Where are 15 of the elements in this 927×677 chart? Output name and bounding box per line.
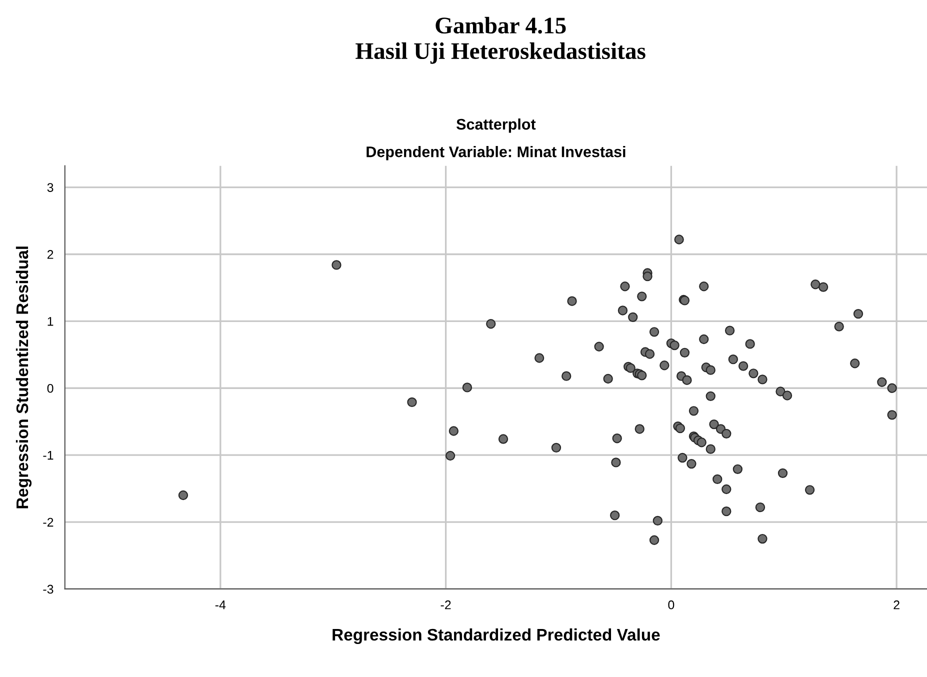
y-tick-label: 0 [47, 384, 54, 393]
x-axis-title: Regression Standardized Predicted Value [332, 628, 660, 644]
y-tick-label: 3 [47, 183, 54, 192]
x-tick-label: 0 [668, 600, 674, 610]
y-tick-label: -2 [43, 518, 54, 527]
chart-title: Gambar 4.15 Hasil Uji Heteroskedastisitas [356, 16, 646, 64]
x-tick-label: -4 [215, 600, 226, 610]
y-tick-label: -3 [43, 584, 54, 594]
x-tick-label: 2 [894, 600, 900, 610]
y-axis-title: Regression Studentized Residual [16, 246, 32, 508]
y-tick-label: 1 [48, 317, 54, 326]
y-tick-label: 2 [47, 250, 54, 259]
y-tick-label: -1 [43, 451, 54, 460]
x-tick-label: -2 [440, 600, 451, 610]
chart-subtitle: Scatterplot Dependent Variable: Minat Investasi [366, 118, 626, 160]
